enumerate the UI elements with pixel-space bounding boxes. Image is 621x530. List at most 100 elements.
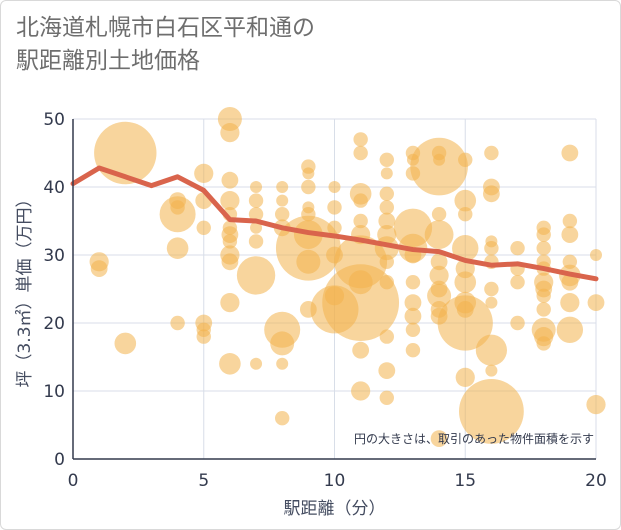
bubble-point bbox=[427, 283, 452, 308]
bubble-point bbox=[536, 302, 551, 317]
bubble-point bbox=[405, 275, 421, 290]
bubble-point bbox=[561, 273, 579, 291]
bubble-point bbox=[484, 145, 499, 161]
bubble-point bbox=[248, 193, 264, 208]
bubble-point bbox=[94, 121, 157, 185]
bubble-point bbox=[536, 241, 551, 256]
bubble-point bbox=[458, 152, 473, 167]
bubble-point bbox=[483, 185, 500, 203]
bubble-point bbox=[222, 234, 238, 249]
bubble-point bbox=[236, 256, 276, 295]
bubble-point bbox=[90, 260, 108, 277]
bubble-point bbox=[475, 334, 507, 366]
average-price-line bbox=[70, 165, 599, 282]
bubble-point bbox=[380, 167, 393, 180]
bubble-point bbox=[562, 213, 578, 229]
bubble-point bbox=[221, 171, 239, 189]
bubble-point bbox=[430, 253, 448, 271]
bubble-point bbox=[484, 281, 499, 297]
bubble-point bbox=[587, 294, 605, 311]
bubble-layer bbox=[89, 107, 606, 447]
bubble-point bbox=[404, 307, 422, 325]
bubble-point bbox=[437, 295, 493, 351]
y-tick-label: 30 bbox=[43, 246, 65, 266]
bubble-point bbox=[219, 353, 241, 375]
bubble-point bbox=[378, 362, 396, 379]
bubble-point bbox=[454, 189, 477, 212]
bubble-point bbox=[379, 254, 394, 269]
bubble-point bbox=[296, 249, 321, 274]
bubble-point bbox=[405, 322, 421, 337]
bubble-point bbox=[459, 379, 524, 444]
bubble-point bbox=[276, 194, 289, 207]
bubble-point bbox=[454, 271, 477, 294]
bubble-point bbox=[431, 207, 447, 222]
bubble-point bbox=[378, 212, 396, 230]
bubble-point bbox=[510, 241, 525, 256]
bubble-point bbox=[302, 167, 315, 180]
bubble-point bbox=[536, 227, 551, 242]
trend-line-layer bbox=[70, 165, 599, 282]
y-tick-label: 0 bbox=[54, 450, 65, 470]
bubble-point bbox=[379, 200, 394, 215]
bubble-point bbox=[301, 179, 316, 195]
bubble-point bbox=[379, 275, 394, 290]
bubble-point bbox=[536, 336, 551, 351]
bubble-point bbox=[485, 364, 498, 377]
x-tick-label: 5 bbox=[198, 471, 209, 491]
bubble-point bbox=[393, 208, 433, 247]
x-tick-label: 20 bbox=[585, 471, 607, 491]
x-axis-label: 駅距離（分） bbox=[284, 499, 386, 519]
bubble-point bbox=[536, 288, 551, 303]
bubble-size-note: 円の大きさは、取引のあった物件面積を示す bbox=[354, 431, 594, 446]
bubble-point bbox=[561, 226, 579, 244]
y-tick-label: 20 bbox=[43, 314, 65, 334]
bubble-point bbox=[196, 220, 211, 235]
bubble-point bbox=[458, 207, 473, 222]
bubble-point bbox=[275, 207, 290, 222]
y-tick-label: 40 bbox=[43, 178, 65, 198]
bubble-point bbox=[405, 343, 421, 358]
bubble-point bbox=[424, 220, 454, 250]
bubble-point bbox=[276, 357, 289, 370]
bubble-point bbox=[510, 315, 525, 331]
bubble-point bbox=[327, 220, 342, 235]
bubble-point bbox=[353, 213, 368, 229]
bubble-point bbox=[248, 234, 264, 249]
bubble-point bbox=[250, 181, 263, 193]
y-axis-label: 坪（3.3㎡）単価（万円） bbox=[15, 190, 35, 387]
bubble-point bbox=[276, 181, 289, 193]
bubble-point bbox=[510, 275, 525, 290]
bubble-point bbox=[194, 163, 214, 183]
bubble-point bbox=[590, 249, 602, 261]
bubble-point bbox=[455, 367, 475, 387]
bubble-point bbox=[270, 331, 295, 356]
x-tick-label: 0 bbox=[68, 471, 79, 491]
bubble-point bbox=[353, 193, 368, 208]
bubble-point bbox=[327, 200, 342, 215]
x-tick-label: 10 bbox=[324, 471, 346, 491]
x-tick-label: 15 bbox=[454, 471, 476, 491]
bubble-point bbox=[484, 241, 499, 256]
bubble-point bbox=[430, 430, 448, 447]
bubble-point bbox=[170, 200, 185, 215]
bubble-point bbox=[561, 144, 579, 162]
bubble-point bbox=[220, 191, 240, 211]
bubble-point bbox=[352, 341, 370, 359]
bubble-point bbox=[220, 123, 240, 143]
bubble-point bbox=[556, 316, 584, 343]
bubble-point bbox=[560, 293, 580, 313]
bubble-point bbox=[379, 390, 394, 405]
bubble-point bbox=[379, 329, 394, 344]
bubble-point bbox=[248, 207, 264, 222]
bubble-point bbox=[410, 137, 468, 196]
bubble-point bbox=[220, 293, 240, 313]
axes: 0 5 10 15 20 0 10 20 30 40 50 bbox=[43, 110, 606, 491]
bubble-point bbox=[353, 145, 368, 161]
bubble-point bbox=[404, 294, 422, 311]
bubble-point bbox=[166, 237, 189, 259]
bubble-point bbox=[196, 329, 211, 344]
bubble-point bbox=[328, 181, 341, 193]
bubble-point bbox=[351, 381, 371, 401]
